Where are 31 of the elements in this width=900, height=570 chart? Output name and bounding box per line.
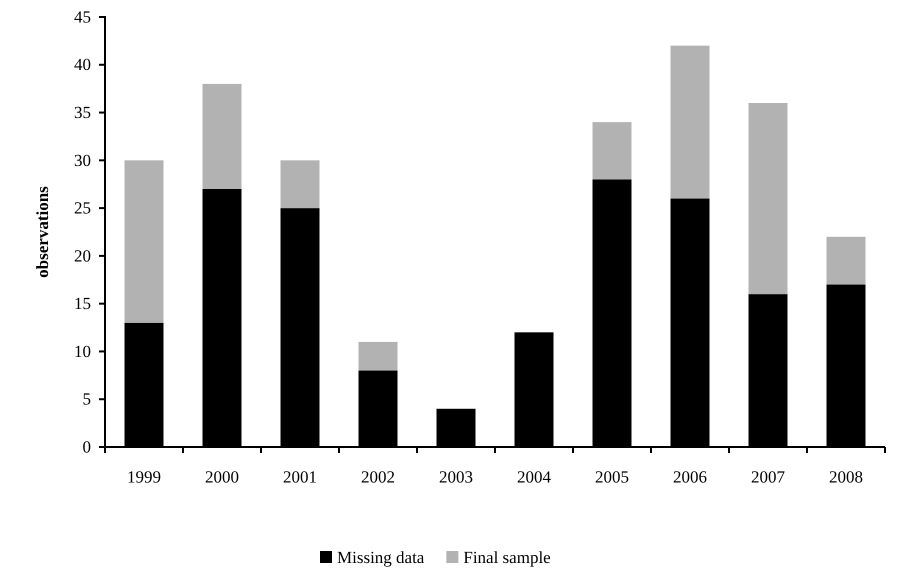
- y-tick-label: 45: [74, 7, 91, 26]
- y-tick-label: 0: [82, 437, 91, 456]
- y-tick-label: 35: [74, 102, 91, 122]
- bar: [280, 160, 320, 208]
- bar: [358, 342, 398, 371]
- y-tick-label: 10: [74, 342, 91, 361]
- x-tick-label: 2008: [829, 467, 863, 486]
- legend-label: Missing data: [337, 548, 425, 567]
- x-tick-label: 2001: [283, 467, 317, 486]
- bar: [592, 122, 632, 180]
- bar: [670, 46, 710, 199]
- y-tick-label: 20: [74, 246, 91, 266]
- bar: [748, 103, 788, 294]
- x-tick-label: 2007: [751, 467, 786, 486]
- x-tick-label: 2000: [205, 467, 239, 486]
- bar: [124, 160, 164, 323]
- y-tick-label: 5: [82, 390, 91, 409]
- y-axis-title: observations: [33, 186, 52, 278]
- x-tick-label: 1999: [127, 467, 161, 486]
- x-tick-label: 2005: [595, 467, 629, 486]
- x-tick-label: 2003: [439, 467, 473, 486]
- bar: [202, 84, 242, 189]
- legend-label: Final sample: [463, 548, 551, 567]
- y-tick-label: 15: [74, 294, 91, 314]
- y-tick-label: 25: [74, 198, 91, 218]
- y-tick-label: 40: [74, 55, 91, 74]
- x-tick-label: 2004: [517, 467, 552, 486]
- x-tick-label: 2006: [673, 467, 707, 486]
- x-tick-label: 2002: [361, 467, 395, 486]
- y-tick-label: 30: [74, 150, 91, 170]
- bar: [826, 236, 866, 285]
